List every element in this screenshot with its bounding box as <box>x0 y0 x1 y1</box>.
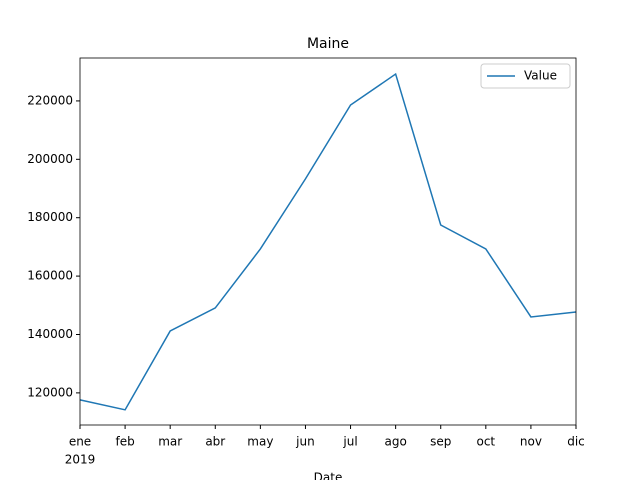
y-tick-label: 140000 <box>27 327 73 341</box>
x-tick-label: jul <box>342 435 357 449</box>
y-tick-label: 180000 <box>27 210 73 224</box>
x-axis-label: Date <box>314 471 343 480</box>
x-tick-label: ago <box>384 435 406 449</box>
x-tick-label: jun <box>295 435 315 449</box>
y-tick-label: 200000 <box>27 152 73 166</box>
x-tick-label: mar <box>158 435 182 449</box>
x-tick-label: nov <box>520 435 542 449</box>
chart-title: Maine <box>307 36 349 52</box>
y-tick-label: 160000 <box>27 269 73 283</box>
x-tick-label: abr <box>205 435 225 449</box>
x-tick-label: ene <box>69 435 91 449</box>
x-tick-label: feb <box>115 435 134 449</box>
x-tick-label: sep <box>430 435 451 449</box>
x-year-label: 2019 <box>65 453 96 467</box>
x-tick-label: may <box>247 435 273 449</box>
plot-frame <box>79 57 577 426</box>
line <box>79 72 577 411</box>
x-tick-label: oct <box>476 435 495 449</box>
legend-label: Value <box>524 69 557 83</box>
y-tick-label: 220000 <box>27 93 73 107</box>
legend-box <box>480 63 571 89</box>
x-tick-label: dic <box>567 435 585 449</box>
y-tick-label: 120000 <box>27 385 73 399</box>
